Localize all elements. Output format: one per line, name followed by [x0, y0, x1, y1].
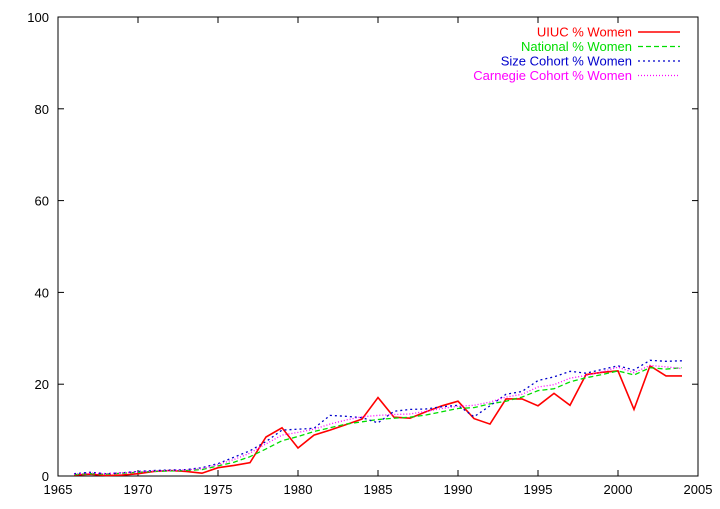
x-tick-label: 1990: [444, 482, 473, 497]
x-tick-label: 1980: [284, 482, 313, 497]
y-tick-label: 40: [35, 285, 49, 300]
series-layer: [73, 359, 683, 477]
x-tick-label: 1970: [124, 482, 153, 497]
x-tick-label: 1965: [44, 482, 73, 497]
y-tick-label: 80: [35, 102, 49, 117]
legend-label-carnegie-cohort-women: Carnegie Cohort % Women: [473, 68, 632, 83]
x-tick-label: 1985: [364, 482, 393, 497]
series-line-uiuc-women: [73, 364, 682, 477]
legend-label-uiuc-women: UIUC % Women: [537, 25, 632, 40]
plot-frame: [57, 16, 699, 477]
axis-ticks: 1965 1970 1975 1980 1985 1990 1995 2000 2005 0 20 4…: [27, 10, 712, 497]
x-tick-label: 2000: [604, 482, 633, 497]
x-tick-label: 2005: [684, 482, 713, 497]
legend-label-national-women: National % Women: [521, 39, 632, 54]
x-tick-label: 1975: [204, 482, 233, 497]
y-tick-label: 20: [35, 377, 49, 392]
y-tick-label: 0: [42, 469, 49, 484]
x-tick-label: 1995: [524, 482, 553, 497]
series-line-size-cohort-women: [73, 359, 683, 475]
series-line-national-women: [73, 367, 683, 476]
y-tick-label: 100: [27, 10, 49, 25]
y-tick-label: 60: [35, 194, 49, 209]
legend-label-size-cohort-women: Size Cohort % Women: [501, 54, 632, 69]
